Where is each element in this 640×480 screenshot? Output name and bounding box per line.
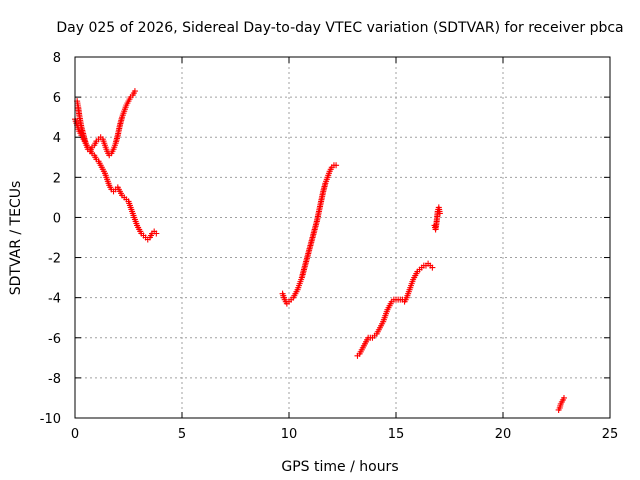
y-tick-label: 4 <box>53 131 61 146</box>
y-axis-label: SDTVAR / TECUs <box>8 181 24 296</box>
x-tick-label: 10 <box>281 427 298 442</box>
x-tick-label: 15 <box>388 427 405 442</box>
x-tick-label: 5 <box>178 427 186 442</box>
axis-ticks: 0 5 10 15 20 25 -10 -8 -6 -4 -2 0 2 4 6 8 <box>40 51 619 442</box>
data-point <box>333 162 340 169</box>
y-tick-label: 6 <box>53 91 61 106</box>
series-track-4 <box>354 260 436 359</box>
series-track-1 <box>74 88 138 159</box>
chart-title: Day 025 of 2026, Sidereal Day-to-day VTE… <box>56 20 623 36</box>
data-point <box>131 88 138 95</box>
x-tick-label: 20 <box>495 427 512 442</box>
series-track-6 <box>555 394 567 413</box>
y-tick-label: 8 <box>53 51 61 66</box>
y-tick-label: -6 <box>48 332 61 347</box>
y-tick-label: -10 <box>40 412 61 427</box>
x-axis-label: GPS time / hours <box>281 459 398 475</box>
y-tick-label: 2 <box>53 171 61 186</box>
y-tick-label: -2 <box>48 252 61 267</box>
data-point <box>153 230 160 237</box>
data-point <box>429 264 436 271</box>
series-track-5 <box>431 204 443 233</box>
data-point <box>436 210 443 217</box>
y-tick-label: 0 <box>53 211 61 226</box>
x-tick-label: 25 <box>602 427 619 442</box>
x-tick-label: 0 <box>71 427 79 442</box>
y-tick-label: -8 <box>48 372 61 387</box>
grid <box>75 57 610 418</box>
series-track-2 <box>72 116 160 243</box>
data-points <box>72 88 567 413</box>
series-track-3 <box>279 162 340 307</box>
plot-frame <box>74 56 611 419</box>
data-point <box>560 394 567 401</box>
y-tick-label: -4 <box>48 292 61 307</box>
